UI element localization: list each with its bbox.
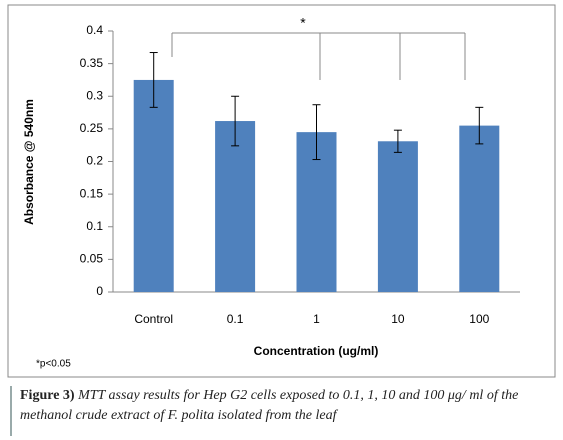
x-tick-label: 10 (391, 312, 405, 326)
x-tick-label: Control (134, 312, 173, 326)
error-bar (149, 52, 158, 108)
y-tick-label: 0 (96, 284, 103, 298)
y-tick-label: 0.4 (86, 23, 103, 37)
bar (377, 141, 418, 292)
error-bar (231, 95, 240, 147)
caption-label: Figure 3) (20, 388, 75, 403)
error-bar (312, 104, 321, 161)
y-tick-label: 0.05 (80, 252, 104, 266)
chart: * Absorbance @ 540nm Concentration (ug/m… (7, 4, 556, 378)
annotation: * (300, 15, 306, 31)
x-tick-label: 100 (469, 312, 489, 326)
bar (215, 121, 256, 292)
y-tick-label: 0.35 (80, 56, 104, 70)
x-tick-label: 1 (313, 312, 320, 326)
significance-bracket (171, 32, 466, 80)
y-tick-label: 0.2 (86, 154, 103, 168)
footnote: *p<0.05 (36, 359, 71, 370)
y-tick-label: 0.15 (80, 186, 104, 200)
x-axis-title: Concentration (ug/ml) (254, 344, 379, 358)
error-bar (475, 106, 484, 145)
bar (133, 79, 174, 292)
y-tick-label: 0.1 (86, 219, 103, 233)
error-bar (393, 129, 402, 153)
caption: Figure 3) MTT assay results for Hep G2 c… (10, 386, 550, 436)
caption-text: MTT assay results for Hep G2 cells expos… (20, 388, 519, 423)
bar (459, 125, 500, 292)
y-tick-label: 0.25 (80, 121, 104, 135)
x-tick-label: 0.1 (227, 312, 244, 326)
y-axis-title: Absorbance @ 540nm (22, 99, 36, 225)
y-tick-label: 0.3 (86, 88, 103, 102)
chart-border (7, 4, 556, 378)
